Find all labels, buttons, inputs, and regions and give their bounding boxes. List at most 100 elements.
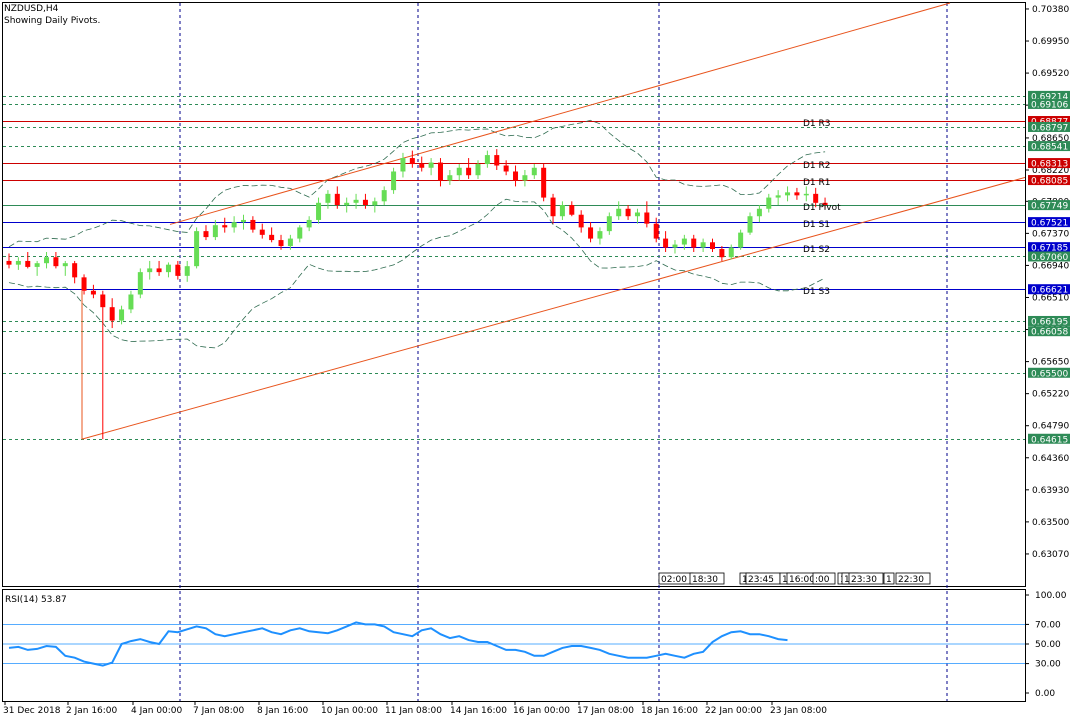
candle-body bbox=[569, 205, 575, 215]
candle-body bbox=[794, 192, 800, 196]
candle-body bbox=[15, 260, 21, 265]
time-tick-label: 18 Jan 16:00 bbox=[641, 706, 698, 716]
candle-body bbox=[391, 171, 397, 191]
channel-lower-line[interactable] bbox=[81, 176, 1026, 440]
candle-body bbox=[62, 263, 68, 267]
level-price-label: 0.67521 bbox=[1031, 219, 1068, 229]
pivot-label: D1 R1 bbox=[803, 178, 831, 188]
level-price-tag bbox=[1028, 315, 1070, 326]
candle-body bbox=[90, 290, 96, 295]
candle-body bbox=[447, 175, 453, 181]
time-tick-label: 31 Dec 2018 bbox=[3, 706, 61, 716]
candle-body bbox=[156, 268, 162, 273]
candle-body bbox=[128, 294, 134, 310]
time-tick-label: 7 Jan 08:00 bbox=[193, 706, 245, 716]
price-tick-label: 0.63500 bbox=[1032, 518, 1069, 528]
candle-body bbox=[578, 214, 584, 228]
candle-body bbox=[241, 219, 246, 223]
session-time-box bbox=[895, 572, 931, 585]
rsi-tick-label: 50.00 bbox=[1035, 640, 1061, 650]
pivot-label: D1 Pivot bbox=[803, 203, 841, 213]
candle-body bbox=[625, 208, 631, 217]
candle-body bbox=[691, 238, 697, 248]
candle-body bbox=[297, 227, 303, 239]
level-price-label: 0.68797 bbox=[1031, 123, 1068, 133]
candle-body bbox=[710, 242, 715, 250]
price-tick-label: 0.70380 bbox=[1032, 5, 1069, 15]
session-time-label: 23:30 bbox=[851, 575, 877, 585]
level-price-tag bbox=[1028, 251, 1070, 262]
level-price-label: 0.66195 bbox=[1031, 317, 1068, 327]
rsi-tick-label: 30.00 bbox=[1035, 660, 1061, 670]
candle-body bbox=[803, 193, 809, 196]
session-time-label: 23:45 bbox=[748, 575, 774, 585]
session-time-box bbox=[883, 572, 895, 585]
level-price-tag bbox=[1028, 158, 1070, 169]
candle-body bbox=[278, 240, 284, 247]
channel-upper-line[interactable] bbox=[169, 2, 951, 225]
candle-body bbox=[672, 244, 678, 248]
candle-body bbox=[259, 229, 265, 235]
level-price-tag bbox=[1028, 90, 1070, 101]
candle-body bbox=[494, 155, 500, 166]
session-time-box bbox=[689, 572, 725, 585]
time-tick-label: 17 Jan 08:00 bbox=[577, 706, 634, 716]
candle-body bbox=[428, 162, 434, 168]
level-price-label: 0.68541 bbox=[1031, 143, 1068, 153]
candle-body bbox=[231, 222, 237, 228]
price-tick-label: 0.69950 bbox=[1032, 37, 1069, 47]
session-time-label: :00 bbox=[815, 575, 830, 585]
rsi-tick-label: 100.00 bbox=[1035, 591, 1067, 601]
price-tick-label: 0.63930 bbox=[1032, 486, 1069, 496]
level-price-label: 0.64615 bbox=[1031, 435, 1068, 445]
candle-body bbox=[250, 219, 256, 230]
price-tick-label: 0.68220 bbox=[1032, 166, 1069, 176]
candle-body bbox=[541, 167, 547, 198]
candle-body bbox=[212, 225, 218, 238]
level-price-tag bbox=[1028, 284, 1070, 295]
price-tick-label: 0.64790 bbox=[1032, 422, 1069, 432]
lower-band bbox=[8, 198, 826, 349]
rsi-tick-label: 70.00 bbox=[1035, 620, 1061, 630]
level-price-tag bbox=[1028, 217, 1070, 228]
candle-body bbox=[813, 193, 819, 203]
price-tick-label: 0.66510 bbox=[1032, 293, 1069, 303]
candle-body bbox=[663, 238, 669, 248]
price-tick-label: 0.63070 bbox=[1032, 550, 1069, 560]
candle-body bbox=[175, 264, 181, 276]
candle-body bbox=[6, 260, 12, 265]
candle-body bbox=[137, 272, 143, 295]
candle-body bbox=[606, 216, 612, 232]
level-price-tag bbox=[1028, 242, 1070, 253]
level-price-tag bbox=[1028, 433, 1070, 444]
candle-body bbox=[588, 227, 594, 239]
candle-body bbox=[616, 208, 622, 217]
candle-body bbox=[372, 201, 378, 206]
level-price-label: 0.66058 bbox=[1031, 328, 1068, 338]
price-tick-label: 0.67370 bbox=[1032, 229, 1069, 239]
candle-body bbox=[81, 277, 87, 291]
upper-band bbox=[8, 119, 826, 248]
candle-body bbox=[147, 268, 153, 273]
candle-body bbox=[484, 155, 490, 165]
chart-header: NZDUSD,H4 Showing Daily Pivots. bbox=[4, 3, 100, 27]
time-tick-label: 23 Jan 08:00 bbox=[770, 706, 827, 716]
candle-body bbox=[597, 231, 603, 239]
session-time-label: 1 bbox=[742, 575, 748, 585]
level-price-tag bbox=[1028, 116, 1070, 127]
candle-body bbox=[34, 263, 40, 267]
level-price-tag bbox=[1028, 121, 1070, 132]
candle-body bbox=[306, 219, 312, 228]
candle-body bbox=[747, 216, 753, 233]
candle-body bbox=[738, 232, 744, 248]
candle-body bbox=[409, 158, 415, 165]
candle-body bbox=[522, 175, 528, 181]
candle-body bbox=[353, 199, 359, 203]
candle-body bbox=[756, 208, 762, 217]
candle-body bbox=[766, 197, 772, 209]
rsi-tick-label: 0.00 bbox=[1035, 689, 1055, 699]
session-time-box bbox=[812, 572, 836, 585]
level-price-label: 0.65500 bbox=[1031, 369, 1068, 379]
candle-body bbox=[503, 165, 509, 172]
